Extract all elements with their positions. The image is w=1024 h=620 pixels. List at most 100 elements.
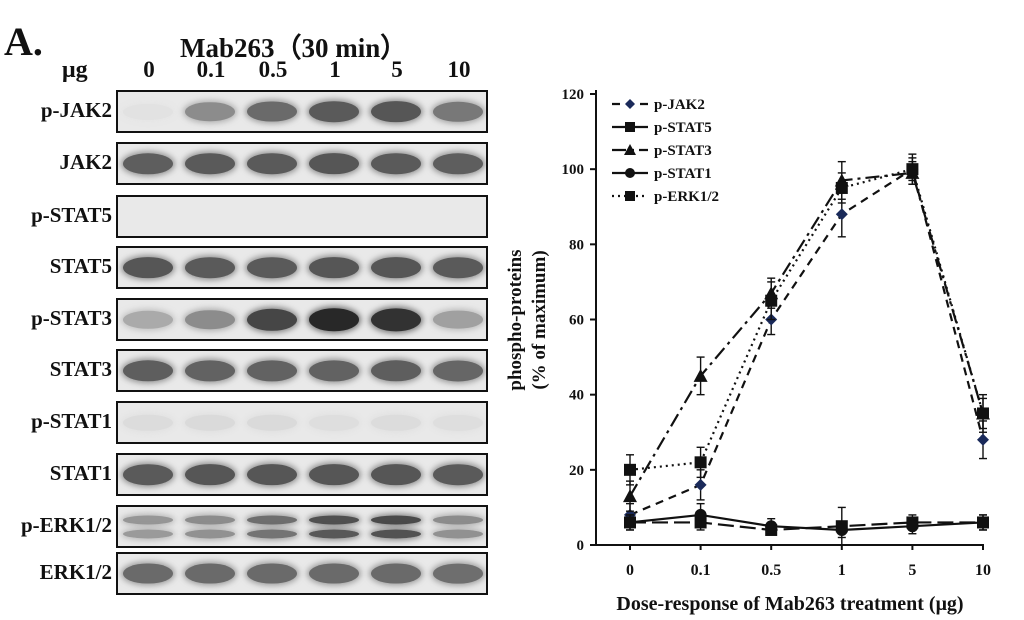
blot-lane — [179, 351, 241, 390]
blot-row: p-JAK2 — [0, 90, 500, 133]
blot-lane — [118, 455, 179, 494]
blot-lane — [303, 351, 365, 390]
blot-lane — [241, 455, 303, 494]
blot-lane — [427, 197, 486, 236]
data-point — [624, 463, 636, 476]
blot-membrane — [116, 298, 488, 341]
blot-row: p-STAT1 — [0, 401, 500, 444]
protein-band — [247, 359, 297, 382]
blot-lane — [118, 92, 179, 131]
protein-band — [185, 359, 235, 382]
protein-band — [185, 152, 235, 175]
blot-membrane — [116, 401, 488, 444]
blot-membrane — [116, 453, 488, 496]
blot-lane — [365, 92, 427, 131]
data-point — [694, 508, 707, 521]
protein-band — [247, 101, 297, 122]
blot-lane — [365, 248, 427, 287]
blot-row-label: p-STAT5 — [31, 203, 112, 227]
protein-band — [309, 256, 359, 279]
data-point — [835, 523, 848, 536]
blot-row: p-ERK1/2 — [0, 505, 500, 548]
blot-lane — [118, 248, 179, 287]
protein-band — [123, 529, 173, 538]
blot-lane — [365, 144, 427, 183]
protein-band — [247, 463, 297, 486]
blot-lane — [427, 455, 486, 494]
legend-marker — [625, 191, 635, 201]
data-point — [765, 294, 778, 307]
protein-band — [123, 515, 173, 524]
blot-row: JAK2 — [0, 142, 500, 185]
dose-label: 0 — [143, 57, 155, 82]
blot-lane — [241, 197, 303, 236]
blot-row: p-STAT5 — [0, 195, 500, 238]
protein-band — [185, 515, 235, 524]
protein-band — [433, 515, 483, 524]
treatment-title: Mab263（30 min） — [180, 33, 408, 63]
blot-lane — [241, 351, 303, 390]
blot-lane — [118, 403, 179, 442]
panel-letter: A. — [4, 19, 43, 64]
blot-lane — [303, 455, 365, 494]
x-tick-label: 0.5 — [761, 562, 781, 579]
blot-lane — [118, 554, 179, 593]
blot-lane — [303, 507, 365, 546]
protein-band — [309, 463, 359, 486]
protein-band — [309, 563, 359, 584]
protein-band — [247, 563, 297, 584]
blot-lane — [118, 351, 179, 390]
blot-lane — [179, 248, 241, 287]
protein-band — [433, 414, 483, 431]
data-point — [905, 165, 920, 179]
blot-lane — [427, 92, 486, 131]
protein-band — [309, 529, 359, 538]
blot-lane — [118, 144, 179, 183]
blot-lane — [118, 507, 179, 546]
y-tick-label: 100 — [562, 162, 585, 178]
legend-label: p-STAT3 — [654, 143, 712, 159]
legend-marker — [624, 144, 636, 155]
dose-unit-label: μg — [62, 57, 88, 83]
blot-membrane — [116, 90, 488, 133]
data-point — [624, 516, 636, 529]
protein-band — [433, 152, 483, 175]
protein-band — [371, 515, 421, 524]
blot-lane — [241, 300, 303, 339]
blot-lane — [365, 403, 427, 442]
data-point — [835, 520, 848, 533]
blot-lane — [179, 92, 241, 131]
protein-band — [247, 256, 297, 279]
data-point — [624, 516, 636, 529]
blot-lane — [303, 554, 365, 593]
blot-lane — [427, 300, 486, 339]
protein-band — [309, 152, 359, 175]
blot-lane — [427, 144, 486, 183]
protein-band — [371, 256, 421, 279]
blot-row-label: ERK1/2 — [39, 560, 112, 584]
blot-row-label: p-ERK1/2 — [20, 513, 112, 537]
blot-membrane — [116, 246, 488, 289]
blot-lane — [427, 403, 486, 442]
blot-lane — [179, 197, 241, 236]
protein-band — [123, 152, 173, 175]
series-line — [629, 171, 985, 497]
blot-lane — [303, 403, 365, 442]
blot-row: p-STAT3 — [0, 298, 500, 341]
blot-lane — [241, 144, 303, 183]
blot-lane — [179, 403, 241, 442]
blot-row-label: p-JAK2 — [40, 98, 112, 122]
protein-band — [185, 256, 235, 279]
blot-lane — [427, 507, 486, 546]
blot-lane — [241, 248, 303, 287]
y-tick-label: 0 — [577, 538, 585, 554]
data-point — [976, 406, 990, 420]
blot-lane — [241, 507, 303, 546]
blot-lane — [179, 455, 241, 494]
protein-band — [185, 309, 235, 330]
data-point — [765, 523, 778, 536]
data-point — [834, 173, 849, 187]
protein-band — [433, 359, 483, 382]
y-tick-label: 60 — [569, 313, 584, 329]
